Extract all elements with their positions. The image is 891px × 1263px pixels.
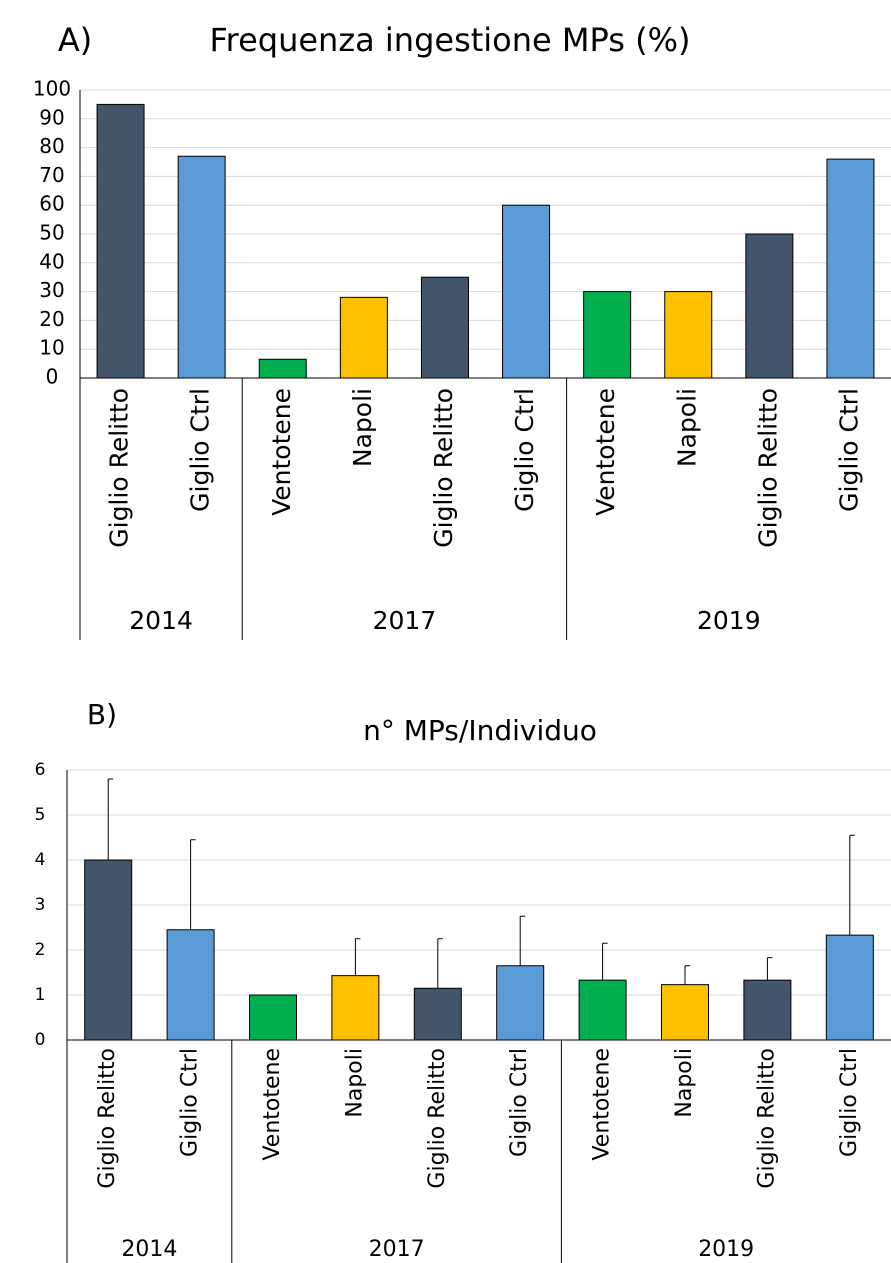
y-tick-label: 80 (39, 134, 64, 158)
x-tick-label: Napoli (342, 1048, 367, 1118)
y-tick-label: 50 (39, 221, 64, 245)
x-tick-label: Napoli (672, 1048, 697, 1118)
x-tick-label: Giglio Ctrl (178, 1048, 203, 1157)
y-tick-label: 0 (35, 1030, 46, 1050)
x-tick-label: Napoli (348, 388, 377, 467)
group-label: 2014 (129, 606, 193, 635)
x-tick-label: Giglio Relitto (754, 1048, 779, 1189)
y-tick-label: 70 (39, 163, 64, 187)
panel-label: A) (58, 21, 92, 59)
y-tick-label: 5 (35, 805, 46, 825)
y-tick-label: 30 (39, 278, 64, 302)
chart-title: n° MPs/Individuo (363, 714, 597, 747)
x-tick-label: Giglio Ctrl (507, 1048, 532, 1157)
bar (583, 291, 632, 379)
x-tick-label: Giglio Relitto (429, 388, 458, 548)
y-tick-label: 4 (35, 850, 46, 870)
x-tick-label: Giglio Relitto (105, 388, 134, 548)
y-tick-label: 2 (35, 940, 46, 960)
bar (258, 358, 307, 379)
y-tick-label: 0 (46, 365, 59, 389)
bar (578, 979, 627, 1041)
bar (743, 979, 792, 1041)
bar (331, 975, 380, 1041)
x-tick-label: Napoli (672, 388, 701, 467)
chart-title: Frequenza ingestione MPs (%) (210, 21, 691, 59)
x-tick-label: Giglio Ctrl (837, 1048, 862, 1157)
x-tick-label: Ventotene (260, 1048, 285, 1161)
x-tick-label: Giglio Ctrl (834, 388, 863, 512)
y-tick-label: 40 (39, 249, 64, 273)
bar (664, 291, 713, 379)
x-tick-label: Giglio Relitto (753, 388, 782, 548)
bar (420, 276, 469, 379)
x-tick-label: Giglio Relitto (95, 1048, 120, 1189)
y-tick-label: 6 (35, 760, 46, 780)
bar (502, 204, 551, 379)
bar (661, 984, 709, 1041)
bar (166, 929, 215, 1041)
x-tick-label: Ventotene (591, 388, 620, 516)
y-tick-label: 100 (33, 77, 71, 101)
bar (826, 158, 875, 379)
group-label: 2019 (698, 1237, 754, 1262)
x-tick-label: Ventotene (590, 1048, 615, 1161)
group-label: 2017 (369, 1237, 425, 1262)
x-tick-label: Ventotene (267, 388, 296, 516)
bar (825, 934, 874, 1041)
y-tick-label: 60 (39, 192, 64, 216)
y-tick-label: 20 (39, 307, 64, 331)
y-tick-label: 10 (39, 336, 64, 360)
bar (177, 155, 226, 379)
bar (413, 987, 462, 1041)
x-tick-label: Giglio Ctrl (186, 388, 215, 512)
bar (745, 233, 794, 379)
bar (96, 103, 145, 379)
x-tick-label: Giglio Relitto (425, 1048, 450, 1189)
group-label: 2014 (121, 1237, 177, 1262)
bar (249, 994, 297, 1041)
group-label: 2017 (373, 606, 437, 635)
x-tick-label: Giglio Ctrl (510, 388, 539, 512)
y-tick-label: 1 (35, 985, 46, 1005)
panel-label: B) (87, 698, 117, 731)
y-tick-label: 90 (39, 105, 64, 129)
group-label: 2019 (697, 606, 761, 635)
bar (339, 296, 388, 379)
y-tick-label: 3 (35, 895, 46, 915)
bar (84, 859, 133, 1041)
bar (496, 965, 545, 1041)
